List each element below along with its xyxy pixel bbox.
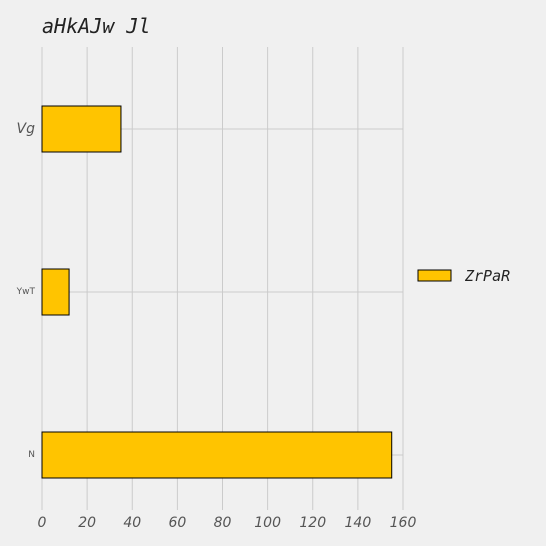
y-tick-label: N <box>28 450 35 460</box>
bars <box>41 105 393 479</box>
bar <box>41 431 393 479</box>
x-tick-label: 40 <box>123 515 141 531</box>
y-tick-label: Vg <box>17 121 36 137</box>
y-tick-labels: Vg YwT N <box>16 121 36 460</box>
legend: ZrPaR <box>417 267 510 285</box>
x-tick-label: 20 <box>78 515 96 531</box>
x-tick-label: 80 <box>214 515 232 531</box>
x-tick-label: 0 <box>38 515 47 531</box>
x-tick-label: 60 <box>168 515 186 531</box>
x-tick-label: 140 <box>345 515 372 531</box>
bar <box>41 268 70 316</box>
x-tick-label: 160 <box>390 515 417 531</box>
legend-label: ZrPaR <box>464 267 510 285</box>
x-tick-labels: 0 20 40 60 80 100 120 140 160 <box>38 515 417 531</box>
legend-swatch <box>417 269 452 282</box>
x-tick-label: 100 <box>254 515 281 531</box>
x-tick-label: 120 <box>299 515 326 531</box>
chart-title: aHkAJw Jl <box>42 14 150 38</box>
bar <box>41 105 122 153</box>
y-tick-label: YwT <box>16 287 36 297</box>
